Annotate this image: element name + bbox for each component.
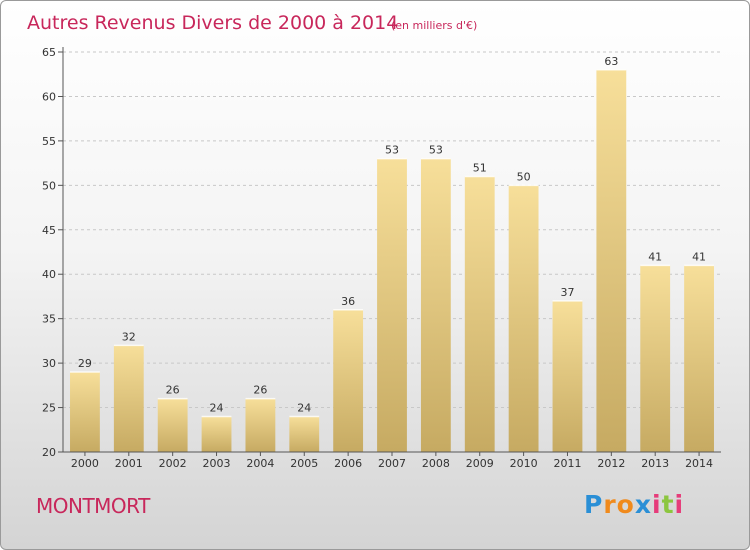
- y-tick-label: 30: [42, 357, 56, 370]
- x-tick-label: 2000: [71, 457, 99, 470]
- x-tick-label: 2007: [378, 457, 406, 470]
- proxiti-logo: Proxiti: [584, 490, 684, 519]
- y-tick-label: 40: [42, 268, 56, 281]
- x-tick-label: 2003: [203, 457, 231, 470]
- axes: 20 25 30 35 40 45 50 55 60 65 2000 2001 2002 2003 2004…: [42, 46, 721, 470]
- y-tick-label: 50: [42, 179, 56, 192]
- data-label: 37: [560, 286, 574, 299]
- data-label: 24: [297, 401, 311, 414]
- bar: [289, 416, 320, 452]
- data-label: 51: [473, 161, 487, 174]
- bar: [596, 69, 627, 453]
- x-tick-label: 2006: [334, 457, 362, 470]
- x-tick-label: 2012: [597, 457, 625, 470]
- x-tick-label: 2004: [246, 457, 274, 470]
- data-label: 26: [253, 384, 267, 397]
- logo-letter: i: [652, 490, 662, 519]
- bar: [201, 416, 232, 452]
- x-tick-label: 2013: [641, 457, 669, 470]
- logo-letter: o: [616, 490, 635, 519]
- x-tick-label: 2011: [553, 457, 581, 470]
- data-label: 41: [692, 250, 706, 263]
- data-label: 36: [341, 295, 355, 308]
- y-tick-label: 25: [42, 402, 56, 415]
- data-label: 26: [166, 384, 180, 397]
- bar: [113, 345, 144, 452]
- data-label: 24: [210, 401, 224, 414]
- logo-letter: i: [674, 490, 685, 519]
- bars: 29 32 26 24 26 24 36 53 53 51 50 37 63 41 41: [70, 55, 714, 453]
- bar: [377, 158, 407, 452]
- data-label: 53: [429, 144, 443, 157]
- bar: [552, 300, 583, 452]
- data-label: 32: [122, 330, 136, 343]
- bar: [157, 398, 188, 452]
- bar: [70, 372, 100, 452]
- y-tick-label: 55: [42, 135, 56, 148]
- bar: [245, 398, 276, 452]
- y-tick-label: 65: [42, 46, 56, 59]
- bar: [640, 265, 671, 452]
- location-name: MONTMORT: [36, 494, 150, 518]
- data-label: 41: [648, 250, 662, 263]
- x-tick-label: 2002: [159, 457, 187, 470]
- chart-subtitle: (en milliers d'€): [391, 19, 477, 32]
- x-tick-label: 2001: [115, 457, 143, 470]
- data-label: 50: [517, 170, 531, 183]
- y-tick-label: 45: [42, 224, 56, 237]
- x-tick-label: 2008: [422, 457, 450, 470]
- y-tick-label: 35: [42, 313, 56, 326]
- bar: [333, 309, 364, 452]
- bar: [508, 185, 539, 453]
- data-label: 29: [78, 357, 92, 370]
- chart-title: Autres Revenus Divers de 2000 à 2014: [27, 12, 398, 34]
- x-tick-label: 2005: [290, 457, 318, 470]
- y-tick-label: 20: [42, 446, 56, 459]
- data-label: 63: [604, 55, 618, 68]
- bar: [420, 158, 451, 452]
- bar: [464, 176, 495, 452]
- x-tick-label: 2010: [510, 457, 538, 470]
- logo-letter: x: [634, 490, 652, 519]
- logo-letter: r: [603, 490, 617, 519]
- data-label: 53: [385, 144, 399, 157]
- x-tick-label: 2009: [466, 457, 494, 470]
- bar: [684, 265, 714, 452]
- logo-letter: P: [584, 490, 604, 519]
- x-tick-label: 2014: [685, 457, 713, 470]
- y-tick-label: 60: [42, 90, 56, 103]
- logo-letter: t: [661, 490, 675, 519]
